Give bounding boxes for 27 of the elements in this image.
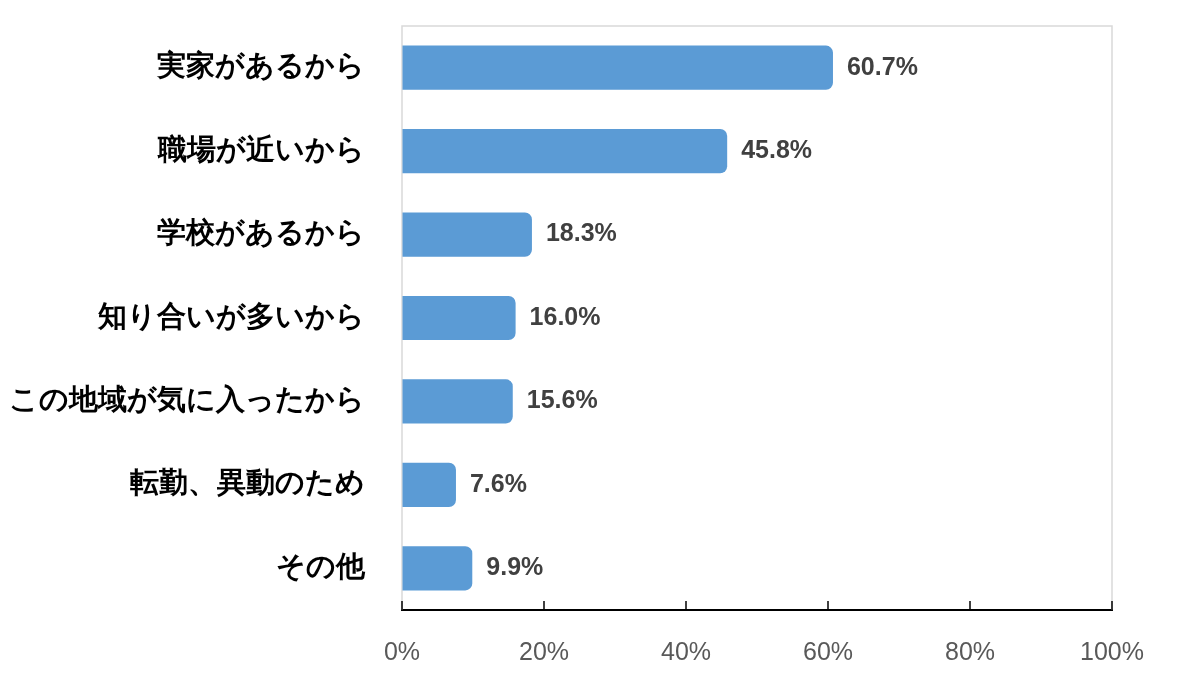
y-tick-label: 知り合いが多いから [97, 298, 365, 333]
data-label: 15.6% [526, 385, 598, 414]
bar [402, 379, 513, 424]
bar [402, 129, 728, 174]
data-label: 9.9% [486, 552, 544, 581]
y-tick-label: その他 [276, 548, 366, 583]
bar [402, 45, 833, 90]
data-label: 7.6% [469, 468, 527, 497]
x-tick-label: 60% [802, 636, 854, 665]
y-tick-label: 実家があるから [156, 48, 365, 83]
x-tick-label: 80% [944, 636, 996, 665]
x-tick-label: 0% [383, 636, 421, 665]
y-tick-label: この地域が気に入ったから [9, 381, 365, 416]
bar [402, 212, 532, 257]
bar [402, 462, 456, 507]
y-tick-label: 職場が近いから [157, 131, 365, 166]
bar [402, 295, 516, 341]
bar [402, 546, 473, 591]
data-label: 45.8% [741, 135, 813, 164]
data-label: 18.3% [545, 218, 617, 247]
x-tick-label: 20% [518, 636, 570, 665]
data-label: 60.7% [846, 51, 918, 80]
x-tick-label: 100% [1080, 636, 1144, 665]
y-tick-label: 転勤、異動のため [130, 465, 365, 500]
x-tick-label: 40% [660, 636, 712, 665]
y-tick-label: 学校があるから [157, 215, 365, 250]
data-label: 16.0% [529, 301, 601, 330]
